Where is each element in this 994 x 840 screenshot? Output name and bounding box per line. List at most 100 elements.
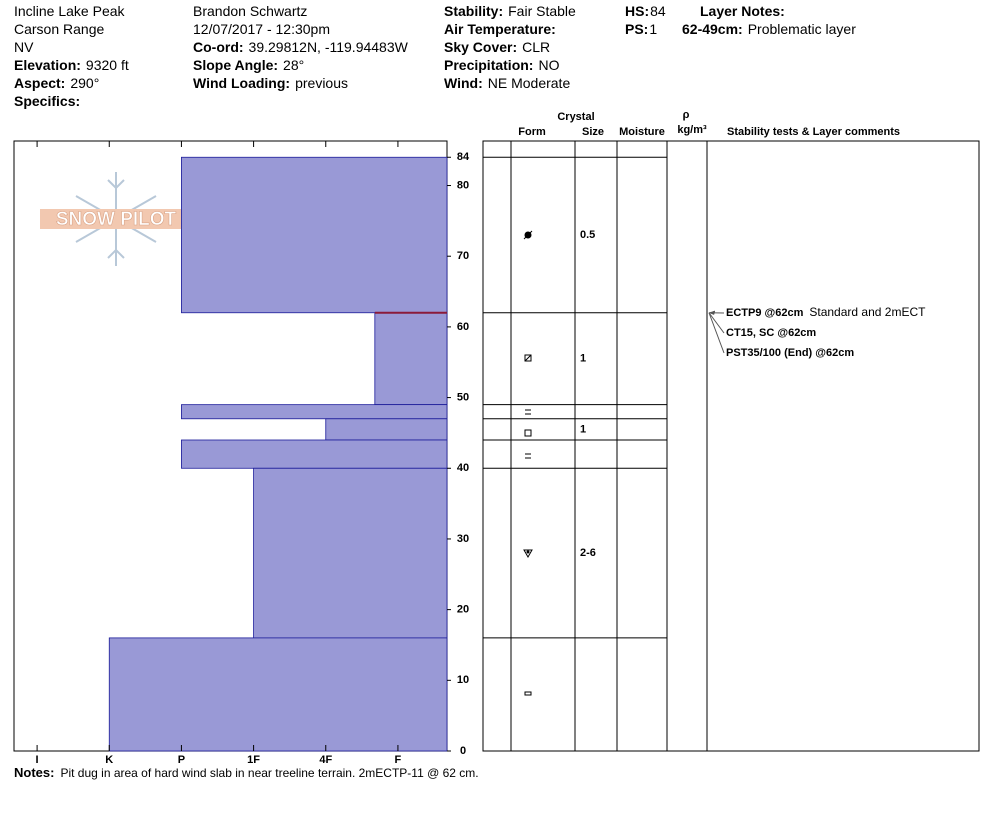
test-comment: Standard and 2mECT	[809, 305, 926, 319]
table-frame	[482, 140, 980, 752]
logo-band	[40, 209, 192, 229]
test-label: PST35/100 (End) @62cm	[726, 347, 854, 359]
arrow-head	[709, 310, 715, 315]
header-label: 62-49cm:	[682, 21, 743, 37]
header-value: Problematic layer	[748, 21, 856, 37]
header-field: Precipitation: NO	[444, 57, 560, 73]
header-field: 62-49cm: Problematic layer	[682, 21, 856, 37]
grain-size: 0.5	[580, 229, 595, 241]
notes-text: Pit dug in area of hard wind slab in nea…	[60, 766, 478, 780]
header-field: Incline Lake Peak	[14, 3, 126, 19]
x-tick-label: 4F	[319, 754, 332, 766]
header-field: Aspect: 290°	[14, 75, 99, 91]
header-label: Aspect:	[14, 75, 65, 91]
header-value: Brandon Schwartz	[193, 3, 307, 19]
col-header: Size	[582, 126, 604, 138]
col-header: kg/m³	[677, 124, 707, 136]
header-field: Layer Notes:	[700, 3, 785, 19]
header-field: Carson Range	[14, 21, 104, 37]
header-value: Incline Lake Peak	[14, 3, 126, 19]
header-value: Fair Stable	[508, 3, 576, 19]
header-value: CLR	[522, 39, 550, 55]
header-field: Stability: Fair Stable	[444, 3, 576, 19]
y-tick-label: 50	[457, 391, 469, 403]
y-tick-label: 0	[460, 745, 466, 757]
header-value: 39.29812N, -119.94483W	[249, 39, 409, 55]
header-label: Elevation:	[14, 57, 81, 73]
test-label: ECTP9 @62cm	[726, 307, 804, 319]
test-result: ECTP9 @62cm Standard and 2mECT	[726, 305, 926, 319]
x-tick-label: I	[36, 754, 39, 766]
header-field: Specifics:	[14, 93, 80, 109]
header-value: 84	[650, 3, 666, 19]
test-result: PST35/100 (End) @62cm	[726, 347, 854, 359]
grain-size: 2-6	[580, 547, 596, 559]
grain-forms	[523, 230, 533, 696]
header-field: NV	[14, 39, 34, 55]
y-tick-label: 60	[457, 321, 469, 333]
header-label: Wind:	[444, 75, 483, 91]
header-value: 28°	[283, 57, 304, 73]
test-arrow	[708, 312, 725, 334]
x-tick-label: P	[178, 754, 185, 766]
header-field: Brandon Schwartz	[193, 3, 307, 19]
header-field: HS:84	[625, 3, 666, 19]
header-field: Air Temperature:	[444, 21, 556, 37]
hardness-layer	[253, 467, 448, 639]
col-header: Crystal	[557, 111, 594, 123]
header-field: Elevation: 9320 ft	[14, 57, 129, 73]
hardness-layer	[181, 156, 448, 314]
header-value: 290°	[70, 75, 99, 91]
header-label: Stability:	[444, 3, 503, 19]
header-label: PS:	[625, 21, 648, 37]
x-tick-label: K	[105, 754, 113, 766]
header-label: Precipitation:	[444, 57, 533, 73]
y-tick-label: 20	[457, 604, 469, 616]
header-value: 1	[649, 21, 657, 37]
test-label: CT15, SC @62cm	[726, 327, 816, 339]
header-field: Wind: NE Moderate	[444, 75, 570, 91]
header-label: Layer Notes:	[700, 3, 785, 19]
header-value: Carson Range	[14, 21, 104, 37]
table-columns	[510, 141, 708, 751]
y-tick-label: 10	[457, 674, 469, 686]
grain-size: 1	[580, 423, 586, 435]
header-value: NV	[14, 39, 34, 55]
header-label: Slope Angle:	[193, 57, 278, 73]
y-tick-label: 40	[457, 462, 469, 474]
header-label: HS:	[625, 3, 649, 19]
y-tick-label: 80	[457, 179, 469, 191]
col-header: Moisture	[619, 126, 665, 138]
col-header: Form	[518, 126, 546, 138]
header-value: NO	[538, 57, 559, 73]
notes-label: Notes:	[14, 765, 54, 780]
header-value: 9320 ft	[86, 57, 129, 73]
header-field: 12/07/2017 - 12:30pm	[193, 21, 330, 37]
logo-text: SNOW PILOT	[56, 209, 177, 230]
y-tick-label: 30	[457, 533, 469, 545]
header-field: PS:1	[625, 21, 657, 37]
header-value: NE Moderate	[488, 75, 571, 91]
header-field: Slope Angle: 28°	[193, 57, 304, 73]
hardness-layer	[108, 637, 448, 752]
header-label: Sky Cover:	[444, 39, 517, 55]
test-arrow	[708, 312, 725, 354]
header-field: Wind Loading: previous	[193, 75, 348, 91]
header-label: Co-ord:	[193, 39, 244, 55]
header-value: 12/07/2017 - 12:30pm	[193, 21, 330, 37]
hardness-layer	[181, 439, 448, 469]
header-label: Wind Loading:	[193, 75, 290, 91]
layers	[108, 156, 448, 752]
header-label: Air Temperature:	[444, 21, 556, 37]
hardness-layer	[325, 418, 448, 441]
header-label: Specifics:	[14, 93, 80, 109]
grain-size: 1	[580, 353, 586, 365]
hardness-layer	[181, 404, 448, 420]
x-tick-label: 1F	[247, 754, 260, 766]
y-tick-label: 70	[457, 250, 469, 262]
x-tick-label: F	[395, 754, 402, 766]
col-header: ρ	[683, 109, 690, 121]
y-tick-label: 84	[457, 151, 470, 163]
hardness-layer	[374, 312, 448, 406]
